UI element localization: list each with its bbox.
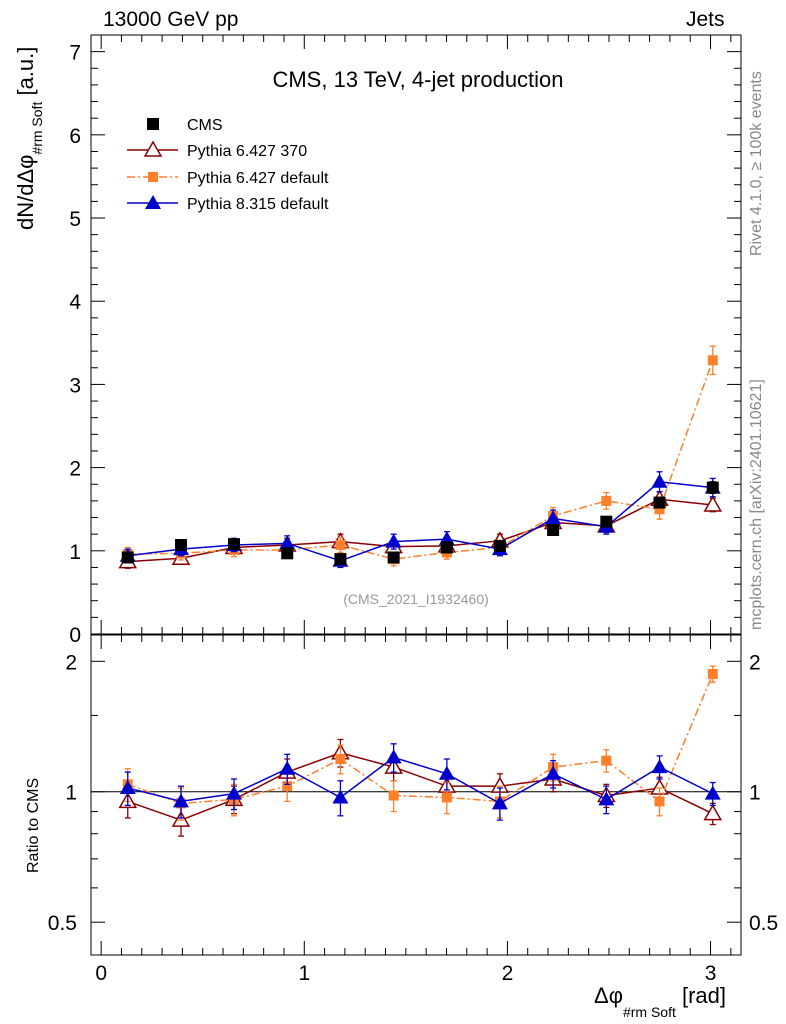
header-energy-label: 13000 GeV pp bbox=[103, 8, 239, 31]
ratio-point bbox=[388, 790, 399, 801]
series-pythia-6-427-370 bbox=[118, 489, 723, 569]
x-tick-label: 2 bbox=[502, 962, 514, 985]
y-tick-label: 2 bbox=[69, 458, 81, 481]
header-category-label: Jets bbox=[686, 8, 725, 31]
ratio-point bbox=[279, 760, 296, 775]
legend-item: CMS bbox=[147, 117, 223, 134]
ratio-point bbox=[601, 755, 612, 766]
ratio-point bbox=[441, 792, 452, 803]
data-point bbox=[707, 355, 718, 366]
data-point bbox=[654, 504, 665, 515]
legend-label: Pythia 6.427 default bbox=[187, 170, 329, 187]
data-point bbox=[335, 539, 346, 550]
legend-label: Pythia 6.427 370 bbox=[187, 143, 307, 160]
y-tick-label: 4 bbox=[69, 291, 81, 314]
chart-title: CMS, 13 TeV, 4-jet production bbox=[272, 67, 563, 92]
ratio-point bbox=[282, 781, 293, 792]
x-tick-label: 0 bbox=[95, 962, 107, 985]
data-point bbox=[703, 495, 723, 512]
y-tick-label: 3 bbox=[69, 374, 81, 397]
data-point bbox=[706, 481, 719, 494]
ratio-tick-label: 2 bbox=[749, 651, 761, 674]
legend-marker bbox=[145, 195, 161, 209]
ratio-tick-label: 1 bbox=[65, 782, 77, 805]
ratio-point bbox=[335, 754, 346, 765]
ratio-point bbox=[172, 793, 189, 808]
ratio-point bbox=[598, 791, 615, 806]
series-pythia-6-427-default bbox=[122, 345, 718, 567]
ratio-point bbox=[119, 780, 136, 795]
ratio-tick-label: 0.5 bbox=[749, 912, 778, 935]
x-tick-label: 3 bbox=[705, 962, 717, 985]
legend-label: CMS bbox=[187, 117, 223, 134]
ratio-point bbox=[332, 789, 349, 804]
data-point bbox=[281, 547, 294, 560]
ratio-point bbox=[704, 785, 721, 800]
ratio-tick-label: 2 bbox=[65, 651, 77, 674]
ratio-axis-label: Ratio to CMS bbox=[25, 778, 42, 873]
data-point bbox=[653, 496, 666, 509]
legend-marker bbox=[147, 118, 159, 130]
legend-item: Pythia 8.315 default bbox=[127, 195, 329, 213]
ratio-point bbox=[707, 668, 718, 679]
legend-label: Pythia 8.315 default bbox=[187, 196, 329, 213]
ratio-point bbox=[438, 765, 455, 780]
y-tick-label: 1 bbox=[69, 541, 81, 564]
data-point bbox=[601, 495, 612, 506]
data-point bbox=[493, 539, 506, 552]
data-point bbox=[440, 541, 453, 554]
data-point bbox=[174, 538, 187, 551]
ratio-point bbox=[385, 749, 402, 764]
data-point bbox=[121, 551, 134, 564]
y-tick-label: 0 bbox=[69, 624, 81, 647]
ratio-series-pythia-6-427-370 bbox=[118, 738, 723, 837]
ratio-point bbox=[703, 804, 723, 821]
series-line bbox=[127, 480, 713, 562]
ratio-tick-label: 0.5 bbox=[48, 912, 77, 935]
ratio-tick-label: 1 bbox=[749, 782, 761, 805]
legend-marker bbox=[148, 172, 158, 182]
y-tick-label: 5 bbox=[69, 208, 81, 231]
data-point bbox=[600, 515, 613, 528]
ratio-series-pythia-8-315-default bbox=[119, 743, 721, 821]
analysis-tag: (CMS_2021_I1932460) bbox=[343, 591, 489, 607]
ratio-point bbox=[654, 796, 665, 807]
data-point bbox=[279, 535, 296, 550]
series-cms bbox=[121, 481, 719, 566]
ratio-line bbox=[127, 756, 714, 805]
ratio-point bbox=[651, 759, 668, 774]
legend: CMS Pythia 6.427 370 Pythia 6.427 default P… bbox=[127, 117, 329, 213]
data-point bbox=[651, 473, 668, 488]
y-tick-label: 7 bbox=[69, 42, 81, 65]
series-line bbox=[127, 360, 714, 560]
x-axis-label: Δφ#rm Soft [rad] bbox=[594, 983, 726, 1020]
series-line bbox=[127, 498, 713, 563]
ratio-plot-frame bbox=[90, 634, 742, 956]
ratio-point bbox=[545, 765, 562, 780]
data-point bbox=[385, 533, 402, 548]
legend-item: Pythia 6.427 370 bbox=[127, 140, 307, 160]
data-point bbox=[228, 538, 240, 551]
x-tick-label: 1 bbox=[298, 962, 310, 985]
data-point bbox=[547, 524, 560, 537]
legend-marker bbox=[143, 140, 163, 157]
y-tick-label: 6 bbox=[69, 125, 81, 148]
data-point bbox=[334, 553, 347, 566]
data-point bbox=[387, 551, 400, 564]
data-point bbox=[545, 510, 562, 525]
ratio-line bbox=[127, 673, 714, 805]
ratio-line bbox=[127, 752, 714, 821]
ratio-point bbox=[226, 785, 242, 800]
y-axis-label: dN/dΔφ#rm Soft [a.u.] bbox=[13, 47, 45, 230]
ratio-point bbox=[491, 795, 508, 810]
legend-item: Pythia 6.427 default bbox=[127, 170, 329, 187]
